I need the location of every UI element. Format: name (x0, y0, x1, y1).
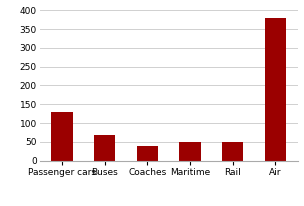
Bar (179, 142, 201, 161)
Bar (265, 18, 286, 161)
Bar (222, 142, 244, 161)
Bar (94, 135, 115, 161)
Bar (51, 112, 73, 161)
Bar (137, 146, 158, 161)
